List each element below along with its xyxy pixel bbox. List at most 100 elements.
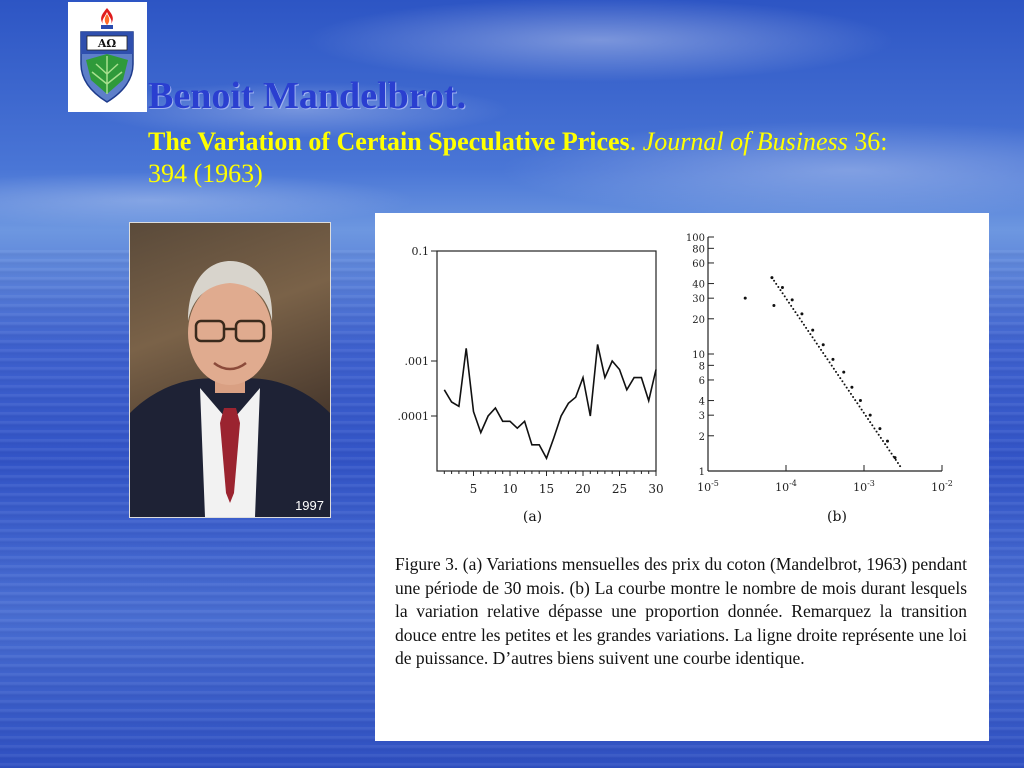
data-point-b [824,355,827,358]
data-point-b [773,279,776,282]
data-point-b [770,276,773,279]
data-point-b [830,364,833,367]
data-point-b [894,458,897,461]
y-tick-label-b: 6 [699,376,705,387]
data-point-b [828,361,831,364]
data-point-b [807,330,810,333]
y-tick-label-b: 80 [692,244,705,255]
crest-letters: AΩ [97,37,117,50]
y-tick-label-a: .001 [405,355,430,368]
data-point-b [896,462,899,465]
data-point-b [783,295,786,298]
data-point-b [850,385,854,389]
series-line-a [443,344,657,461]
data-point-b [826,358,829,361]
data-point-b [888,449,891,452]
data-point-b [841,380,844,383]
data-point-b [864,414,867,417]
portrait-illustration [130,261,330,517]
data-point-b [854,399,857,402]
data-point-b [856,402,859,405]
data-point-b [847,389,850,392]
data-point-b [802,323,805,326]
data-point-b [849,392,852,395]
y-tick-label-b: 10 [692,350,705,361]
paper-title: The Variation of Certain Speculative Pri… [148,127,630,156]
data-point-b [743,296,747,300]
data-point-b [881,440,884,443]
y-tick-label-b: 1 [699,467,705,478]
y-tick-label-a: 0.1 [412,245,430,258]
data-point-b [839,377,842,380]
data-point-b [775,282,778,285]
figure-panel: 5 10 15 20 25 30 0.1.001.0001 (a) 1 2 3 4 6 8 10 20 30 4… [375,213,989,741]
data-point-b [817,345,820,348]
data-point-b [781,292,784,295]
photo-year: 1997 [295,498,324,513]
data-point-b [858,399,862,403]
data-point-b [871,424,874,427]
x-tick-label-a: 15 [539,482,554,496]
x-tick-label-b: 10-2 [931,479,953,494]
separator: . [629,127,643,156]
data-point-b [858,405,861,408]
data-point-b [892,455,895,458]
y-tick-label-b: 30 [692,294,705,305]
data-point-b [794,311,797,314]
x-tick-label-a: 10 [502,482,517,496]
citation-detail: 36: 394 (1963) [148,127,888,188]
data-point-b [885,439,889,443]
data-point-b [805,326,808,329]
data-point-b [878,427,882,431]
journal-name: Journal of Business [642,127,848,156]
data-point-b [815,342,818,345]
data-point-b [860,408,863,411]
data-point-b [845,386,848,389]
x-tick-label-b: 10-4 [775,479,797,494]
data-point-b [843,383,846,386]
data-point-b [809,333,812,336]
figure-caption: Figure 3. (a) Variations mensuelles des … [395,554,967,668]
data-point-b [852,396,855,399]
data-point-b [884,443,887,446]
university-crest-icon: AΩ [80,8,134,103]
y-tick-label-b: 20 [692,315,705,326]
university-logo: AΩ [68,2,147,112]
data-point-b [877,433,880,436]
data-point-b [832,367,835,370]
y-tick-label-b: 100 [686,233,705,244]
data-point-b [886,446,889,449]
panel-label-a: (a) [523,509,542,523]
data-point-b [780,286,784,290]
data-point-b [796,314,799,317]
data-point-b [837,374,840,377]
y-tick-label-b: 4 [699,397,705,408]
y-tick-label-b: 3 [699,411,705,422]
citation: The Variation of Certain Speculative Pri… [148,126,928,190]
data-point-b [790,304,793,307]
y-tick-label-b: 60 [692,259,705,270]
data-point-b [821,343,825,347]
data-point-b [834,370,837,373]
x-tick-label-b: 10-3 [853,479,875,494]
data-point-b [813,339,816,342]
y-tick-label-b: 40 [692,280,705,291]
data-point-b [772,303,776,307]
data-point-b [811,336,814,339]
data-point-b [822,352,825,355]
plot-frame-a [436,250,657,472]
data-point-b [869,421,872,424]
panel-label-b: (b) [827,509,847,523]
portrait-photo: 1997 [129,222,331,518]
data-point-b [788,301,791,304]
chart-a: 5 10 15 20 25 30 0.1 .001 .0001 (a) [398,245,664,523]
x-tick-label-a: 30 [648,482,663,496]
data-point-b [785,298,788,301]
data-point-b [868,413,872,417]
x-tick-label-a: 25 [612,482,627,496]
data-point-b [792,308,795,311]
data-point-b [811,328,815,332]
data-point-b [831,357,835,361]
data-point-b [777,286,780,289]
